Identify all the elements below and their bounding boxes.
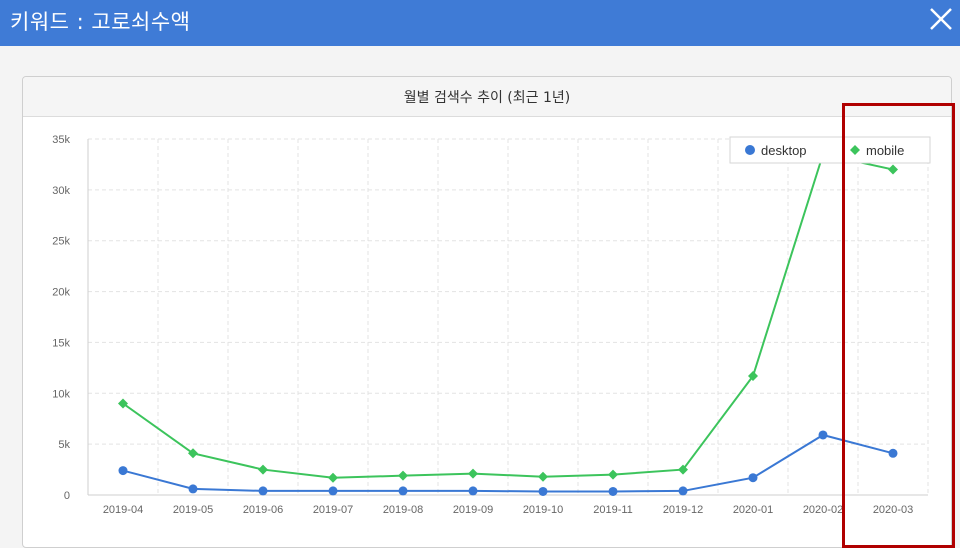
x-tick-label: 2019-08 (383, 504, 423, 516)
y-tick-label: 20k (52, 287, 70, 299)
x-tick-label: 2019-11 (593, 504, 633, 516)
desktop-line (122, 433, 894, 493)
mobile-point (888, 164, 898, 175)
x-tick-label: 2019-10 (523, 504, 563, 516)
y-tick-label: 10k (52, 388, 70, 400)
x-tick-label: 2019-07 (313, 504, 353, 516)
mobile-point (608, 469, 618, 480)
desktop-point (118, 466, 128, 476)
mobile-line (122, 153, 894, 479)
y-tick-label: 5k (58, 439, 70, 451)
legend-label-desktop: desktop (761, 143, 807, 158)
header-bar: 키워드 : 고로쇠수액 (0, 0, 960, 46)
desktop-point (678, 486, 688, 496)
chart-panel: 월별 검색수 추이 (최근 1년) 0 5k 10k 15k 20k 25k 30k 35k 2… (22, 76, 952, 548)
y-tick-label: 25k (52, 236, 70, 248)
desktop-point (888, 448, 898, 458)
desktop-point (468, 486, 478, 496)
desktop-point (538, 486, 548, 496)
mobile-point (118, 398, 128, 409)
mobile-point (748, 370, 758, 381)
legend-box (729, 136, 931, 164)
chart-title: 월별 검색수 추이 (최근 1년) (403, 90, 571, 106)
y-tick-label: 0 (64, 490, 70, 502)
highlight-box (842, 103, 955, 548)
y-tick-label: 15k (52, 337, 70, 349)
mobile-point (678, 464, 688, 475)
y-tick-label: 30k (52, 185, 70, 197)
desktop-point (748, 473, 758, 483)
keyword-title: 키워드 : 고로쇠수액 (10, 10, 191, 34)
x-tick-label: 2019-06 (243, 504, 283, 516)
x-tick-label: 2019-04 (103, 504, 143, 516)
desktop-point (258, 486, 268, 496)
legend-marker-mobile (850, 145, 860, 155)
x-tick-label: 2020-01 (733, 504, 773, 516)
desktop-point (398, 486, 408, 496)
x-tick-label: 2020-03 (873, 504, 913, 516)
legend-label-mobile: mobile (866, 143, 904, 158)
line-chart: 0 5k 10k 15k 20k 25k 30k 35k 2019-04 2019-05 2019-… (52, 134, 931, 516)
mobile-point (538, 471, 548, 482)
mobile-point (258, 464, 268, 475)
legend-marker-desktop (745, 145, 755, 155)
y-tick-label: 35k (52, 134, 70, 146)
mobile-point (328, 472, 338, 483)
x-tick-label: 2019-12 (663, 504, 703, 516)
x-tick-label: 2020-02 (803, 504, 843, 516)
panel-header: 월별 검색수 추이 (최근 1년) (23, 77, 951, 117)
close-icon[interactable] (926, 4, 956, 34)
desktop-point (188, 484, 198, 494)
mobile-point (468, 468, 478, 479)
desktop-point (608, 486, 618, 496)
desktop-point (328, 486, 338, 496)
mobile-point (188, 448, 198, 459)
x-tick-label: 2019-05 (173, 504, 213, 516)
mobile-point (398, 470, 408, 481)
desktop-point (818, 430, 828, 440)
x-tick-label: 2019-09 (453, 504, 493, 516)
